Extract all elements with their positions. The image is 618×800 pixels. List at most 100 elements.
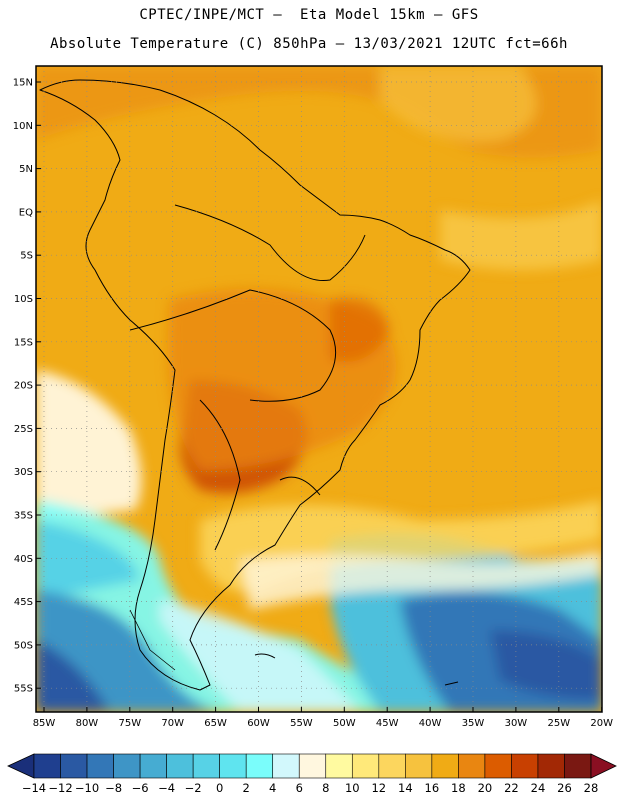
lat-tick-label: 50S [14,640,33,651]
lat-tick-label: 5N [19,164,33,175]
lat-tick-label: EQ [19,207,33,218]
colorbar-label: 2 [243,781,250,795]
colorbar-label: −14 [22,781,46,795]
colorbar-swatch [272,753,300,779]
colorbar-label: 0 [216,781,223,795]
field-pacific-cool [36,370,142,520]
colorbar-label: −10 [75,781,99,795]
field-south-cyan [36,500,602,712]
field-north-yellow [380,66,536,142]
border-central [129,289,337,402]
colorbar-label: 12 [371,781,386,795]
colorbar-swatch [33,753,61,779]
colorbar-label: 28 [584,781,599,795]
title-field: Absolute Temperature (C) 850hPa – 13/03/… [50,36,568,52]
lon-tick-label: 70W [161,718,184,729]
lat-tick-label: 35S [14,511,33,522]
field-southwest-cold [36,520,140,600]
field-front-pale [240,550,602,610]
colorbar-label: 8 [322,781,329,795]
lat-tick-label: 5S [20,251,33,262]
colorbar-swatch [60,753,88,779]
colorbar-swatch [166,753,194,779]
fjords [129,609,176,671]
lon-tick-label: 75W [118,718,141,729]
longitude-axis: 85W 80W 75W 70W 65W 60W 55W 50W 45W 40W 35W 30W 25W 2… [33,707,613,729]
lon-tick-label: 40W [419,718,442,729]
colorbar-label: 4 [269,781,276,795]
colorbar-swatch [245,753,274,779]
border-north [174,204,366,282]
latitude-axis: 15N 10N 5N EQ 5S 10S 15S 20S 25S 30S 35S 40S 45S 50S 5… [13,78,41,695]
colorbar-swatch [431,753,459,779]
falklands [254,653,276,659]
lat-tick-label: 10N [13,121,33,132]
lon-tick-label: 50W [333,718,356,729]
colorbar-label: 26 [557,781,572,795]
coastlines [39,79,471,691]
colorbar-swatch [484,753,512,779]
south-america-outline [39,79,471,691]
field-patagonia-pale [160,600,360,712]
colorbar-label: 22 [504,781,519,795]
colorbar: −14 −12 −10 −8 −6 −4 −2 0 2 4 6 8 10 12 14 16 18 20 22 24 26… [7,753,617,795]
lon-tick-label: 45W [376,718,399,729]
colorbar-label: 24 [531,781,546,795]
lat-tick-label: 15N [13,78,33,89]
south-georgia [444,681,459,686]
colorbar-swatch [192,753,220,779]
lon-tick-label: 35W [462,718,485,729]
lat-tick-label: 55S [14,684,33,695]
lat-tick-label: 40S [14,554,33,565]
colorbar-swatch [351,753,380,779]
field-southwest-deepest [36,640,110,712]
colorbar-label: 6 [296,781,303,795]
colorbar-swatch [86,753,114,779]
colorbar-swatch [458,753,486,779]
colorbar-swatch [378,753,406,779]
lon-tick-label: 85W [33,718,56,729]
field-atlantic-band [440,200,602,270]
lon-tick-label: 65W [204,718,227,729]
lat-tick-label: 45S [14,597,33,608]
colorbar-label: 16 [425,781,440,795]
lat-tick-label: 10S [14,294,33,305]
colorbar-swatch [511,753,539,779]
title-model: CPTEC/INPE/MCT – Eta Model 15km – GFS [139,7,479,23]
map-frame [35,65,603,713]
colorbar-label: 20 [478,781,493,795]
border-uruguay [279,476,321,496]
colorbar-label: −4 [158,781,175,795]
colorbar-swatch [139,753,167,779]
lon-tick-label: 20W [590,718,613,729]
lat-tick-label: 30S [14,467,33,478]
border-argentina [199,399,241,551]
colorbar-label: −2 [185,781,202,795]
colorbar-label: −6 [132,781,149,795]
colorbar-label: 14 [398,781,413,795]
lon-tick-label: 30W [505,718,528,729]
colorbar-label: 18 [451,781,466,795]
colorbar-swatch [325,753,353,779]
lon-tick-label: 25W [547,718,570,729]
lat-tick-label: 25S [14,424,33,435]
temperature-field [36,66,602,712]
lon-tick-label: 55W [290,718,313,729]
colorbar-max-arrow [590,753,617,779]
colorbar-label: −8 [105,781,122,795]
colorbar-swatch [219,753,247,779]
colorbar-label: −12 [48,781,72,795]
colorbar-swatch [298,753,327,779]
colorbar-swatch [113,753,141,779]
lat-tick-label: 20S [14,381,33,392]
lon-tick-label: 80W [76,718,99,729]
colorbar-swatch [405,753,433,779]
colorbar-swatch [564,753,592,779]
field-brazil-hot [330,298,390,362]
colorbar-min-arrow [7,753,35,779]
field-southeast-deepest [490,630,602,700]
colorbar-label: 10 [345,781,360,795]
lat-tick-label: 15S [14,337,33,348]
colorbar-swatch [537,753,565,779]
